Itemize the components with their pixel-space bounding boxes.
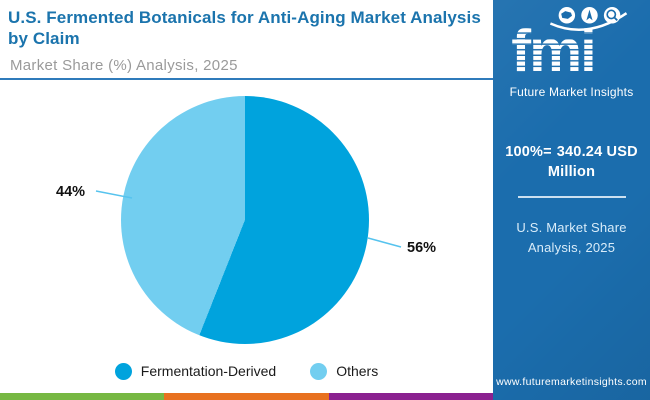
strip-segment-green [0, 393, 165, 400]
sidebar-caption: U.S. Market Share Analysis, 2025 [516, 220, 627, 256]
pie-label-others: 44% [56, 184, 86, 200]
website-link[interactable]: www.futuremarketinsights.com [496, 376, 647, 388]
chart-panel: U.S. Fermented Botanicals for Anti-Aging… [0, 8, 493, 400]
legend-label-fermentation: Fermentation-Derived [140, 363, 277, 379]
compass-icon [580, 7, 598, 24]
legend: Fermentation-Derived Others [0, 358, 493, 384]
market-size-stat: 100%= 340.24 USD Million [501, 143, 643, 182]
stat-value: 340.24 USD Million [547, 144, 638, 180]
footer-color-strip [0, 393, 493, 400]
legend-item-fermentation: Fermentation-Derived [114, 362, 277, 380]
fmi-logo: fmi [505, 6, 639, 84]
legend-item-others: Others [310, 362, 379, 380]
chart-subtitle: Market Share (%) Analysis, 2025 [10, 57, 238, 74]
sidebar: fmi Future Market Insights 100%= 340.24 U… [493, 0, 650, 400]
title-underline [0, 78, 493, 80]
sidebar-divider [517, 196, 626, 199]
leader-line-fermentation [367, 237, 402, 248]
globe-icon [603, 7, 620, 24]
pie-label-fermentation: 56% [407, 240, 437, 256]
logo-subtext: Future Market Insights [509, 85, 634, 99]
us-map-icon [558, 7, 575, 24]
legend-label-others: Others [336, 363, 379, 379]
legend-swatch-fermentation-icon [114, 362, 132, 380]
logo-wordmark: fmi [511, 17, 594, 78]
fmi-logo-graphic: fmi [511, 7, 627, 84]
strip-segment-purple [328, 393, 493, 400]
strip-segment-orange [164, 393, 329, 400]
stat-prefix: 100%= [505, 144, 552, 160]
legend-swatch-others-icon [310, 362, 328, 380]
pie-chart [121, 96, 369, 344]
chart-title: U.S. Fermented Botanicals for Anti-Aging… [8, 8, 481, 49]
